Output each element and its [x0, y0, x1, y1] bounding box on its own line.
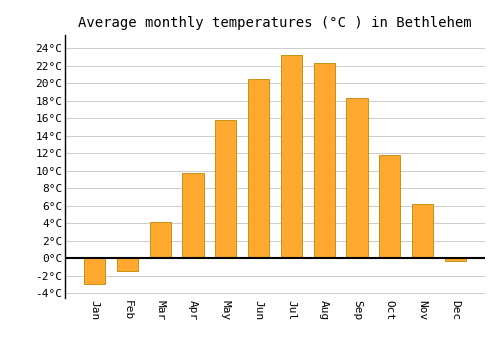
Bar: [248, 79, 270, 258]
Bar: [314, 63, 335, 258]
Bar: [346, 98, 368, 258]
Bar: [379, 155, 400, 258]
Bar: [280, 55, 302, 258]
Title: Average monthly temperatures (°C ) in Bethlehem: Average monthly temperatures (°C ) in Be…: [78, 16, 472, 30]
Bar: [117, 258, 138, 271]
Bar: [215, 120, 236, 258]
Bar: [150, 222, 171, 258]
Bar: [182, 173, 204, 258]
Bar: [412, 204, 433, 258]
Bar: [444, 258, 466, 261]
Bar: [84, 258, 106, 284]
